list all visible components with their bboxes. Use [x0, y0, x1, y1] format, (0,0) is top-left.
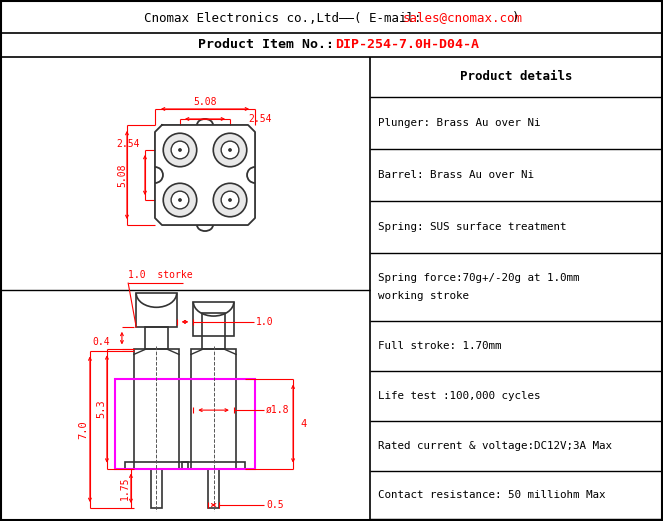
Text: Life test :100,000 cycles: Life test :100,000 cycles: [378, 391, 540, 401]
Text: 1.0  storke: 1.0 storke: [128, 270, 193, 280]
Circle shape: [171, 191, 189, 209]
Bar: [136, 293, 176, 327]
Text: 2.54: 2.54: [248, 114, 272, 124]
Text: working stroke: working stroke: [378, 291, 469, 301]
Text: Barrel: Brass Au over Ni: Barrel: Brass Au over Ni: [378, 170, 534, 180]
Text: Spring: SUS surface treatment: Spring: SUS surface treatment: [378, 222, 566, 232]
Text: 1.75: 1.75: [120, 477, 130, 500]
Bar: [194, 302, 234, 336]
Text: ø1.8: ø1.8: [266, 405, 290, 415]
Circle shape: [229, 199, 231, 202]
Bar: [145, 327, 168, 350]
Bar: [191, 350, 236, 468]
Text: Spring force:70g+/-20g at 1.0mm: Spring force:70g+/-20g at 1.0mm: [378, 273, 579, 283]
Text: 0.4: 0.4: [92, 337, 110, 347]
Circle shape: [171, 141, 189, 159]
Text: 4: 4: [300, 419, 306, 429]
Text: 7.0: 7.0: [78, 420, 88, 439]
Text: ): ): [512, 11, 519, 24]
Text: DIP-254-7.0H-D04-A: DIP-254-7.0H-D04-A: [335, 39, 479, 52]
Circle shape: [163, 183, 197, 217]
Text: Product details: Product details: [459, 70, 572, 83]
Text: Product Item No.:: Product Item No.:: [198, 39, 350, 52]
Text: Cnomax Electronics co.,Ltd——( E-mail:: Cnomax Electronics co.,Ltd——( E-mail:: [145, 11, 430, 24]
Bar: [182, 462, 245, 468]
Circle shape: [229, 148, 231, 152]
Text: 5.08: 5.08: [117, 163, 127, 187]
Bar: [151, 468, 162, 508]
Bar: [208, 468, 219, 508]
Text: 5.08: 5.08: [193, 97, 217, 107]
Text: Rated current & voltage:DC12V;3A Max: Rated current & voltage:DC12V;3A Max: [378, 441, 612, 451]
Circle shape: [221, 191, 239, 209]
Circle shape: [163, 133, 197, 167]
Text: 2.54: 2.54: [117, 139, 140, 149]
Text: Plunger: Brass Au over Ni: Plunger: Brass Au over Ni: [378, 118, 540, 128]
Text: Contact resistance: 50 milliohm Max: Contact resistance: 50 milliohm Max: [378, 490, 605, 500]
Text: 5.3: 5.3: [96, 400, 106, 418]
Circle shape: [178, 199, 182, 202]
Circle shape: [221, 141, 239, 159]
Text: 0.5: 0.5: [266, 500, 284, 510]
Text: Full stroke: 1.70mm: Full stroke: 1.70mm: [378, 341, 501, 351]
Circle shape: [213, 133, 247, 167]
Bar: [134, 350, 179, 468]
Bar: [115, 379, 255, 468]
Bar: [202, 313, 225, 350]
Text: sales@cnomax.com: sales@cnomax.com: [403, 11, 523, 24]
Circle shape: [213, 183, 247, 217]
Text: 1.0: 1.0: [256, 317, 273, 327]
Circle shape: [178, 148, 182, 152]
Bar: [125, 462, 188, 468]
